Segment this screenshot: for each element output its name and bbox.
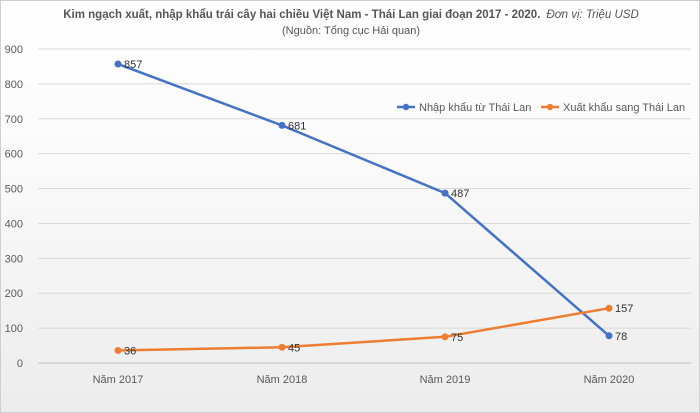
x-tick-label: Năm 2020	[584, 374, 635, 386]
gridlines	[38, 48, 691, 364]
y-tick-label: 200	[5, 288, 23, 300]
data-label: 36	[124, 345, 136, 357]
data-point	[114, 346, 122, 354]
data-label: 857	[124, 59, 142, 71]
chart-title: Kim ngạch xuất, nhập khẩu trái cây hai c…	[1, 9, 699, 21]
series	[114, 60, 613, 354]
data-label: 487	[451, 188, 469, 200]
data-label: 681	[288, 120, 306, 132]
y-tick-label: 0	[17, 358, 23, 370]
data-point	[605, 304, 613, 312]
data-labels: 857 681 487 78 36 45 75 157	[124, 59, 633, 357]
data-label: 75	[451, 332, 463, 344]
data-point	[605, 332, 613, 340]
y-tick-label: 500	[5, 184, 23, 196]
data-label: 157	[615, 303, 633, 315]
legend-label-1: Nhập khẩu từ Thái Lan	[419, 102, 531, 114]
y-tick-label: 900	[5, 44, 23, 56]
data-point	[114, 60, 122, 68]
legend-label-2: Xuất khẩu sang Thái Lan	[563, 102, 685, 114]
data-label: 78	[615, 331, 627, 343]
y-tick-label: 400	[5, 218, 23, 230]
series-line-2	[116, 306, 611, 352]
x-tick-label: Năm 2018	[257, 374, 308, 386]
legend-marker-1	[402, 103, 410, 111]
series-line-1	[116, 62, 611, 338]
data-point	[278, 343, 286, 351]
legend-marker-2	[546, 103, 554, 111]
data-label: 45	[288, 342, 300, 354]
legend: Nhập khẩu từ Thái Lan Xuất khẩu sang Thái…	[397, 102, 685, 114]
chart-subtitle: (Nguồn: Tổng cục Hải quan)	[282, 25, 420, 37]
chart-title-text: Kim ngạch xuất, nhập khẩu trái cây hai c…	[63, 9, 541, 21]
y-axis-ticks: 0 100 200 300 400 500 600 700 800 900	[5, 44, 23, 370]
x-axis-ticks: Năm 2017 Năm 2018 Năm 2019 Năm 2020	[93, 374, 635, 386]
chart-unit: Đơn vị: Triệu USD	[546, 9, 639, 21]
data-point	[441, 189, 449, 197]
x-tick-label: Năm 2017	[93, 374, 144, 386]
y-tick-label: 700	[5, 114, 23, 126]
y-tick-label: 300	[5, 253, 23, 265]
data-point	[278, 121, 286, 129]
data-point	[441, 333, 449, 341]
y-tick-label: 600	[5, 149, 23, 161]
y-tick-label: 100	[5, 323, 23, 335]
x-tick-label: Năm 2019	[420, 374, 471, 386]
y-tick-label: 800	[5, 79, 23, 91]
